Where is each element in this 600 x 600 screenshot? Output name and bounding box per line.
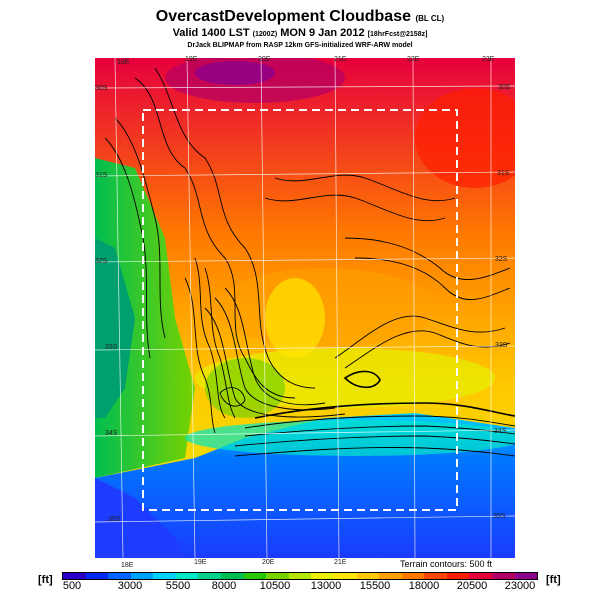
color-scale-swatch: [153, 573, 176, 579]
ocean-west: [95, 238, 135, 418]
lon-label-bottom: 21E: [334, 559, 347, 566]
legend-unit-left: [ft]: [38, 574, 53, 586]
color-scale-swatch: [108, 573, 131, 579]
chart-title: OvercastDevelopment Cloudbase (BL CL): [155, 8, 445, 25]
color-scale-swatch: [469, 573, 492, 579]
scale-tick-label: 10500: [259, 580, 291, 592]
scale-tick-label: 13000: [310, 580, 342, 592]
scale-tick-label: 500: [62, 580, 82, 592]
lon-label-top: 21E: [334, 56, 347, 63]
color-scale-swatch: [514, 573, 538, 579]
scale-tick-label: 15500: [359, 580, 391, 592]
lon-label-top: 20E: [258, 56, 271, 63]
lat-label-right: 31S: [497, 170, 510, 177]
lat-label-right: 34S: [494, 428, 507, 435]
legend-unit-right: [ft]: [546, 574, 561, 586]
color-scale-swatch: [198, 573, 222, 579]
lat-label-left: 33S: [105, 344, 118, 351]
color-scale-swatch: [356, 573, 380, 579]
color-scale-swatch: [130, 573, 154, 579]
color-scale-bar: [62, 572, 538, 580]
scale-tick-label: 18000: [408, 580, 440, 592]
scale-tick-label: 23000: [504, 580, 536, 592]
central-orange-area: [215, 268, 435, 348]
color-scale-swatch: [401, 573, 425, 579]
lon-label-bottom: 20E: [262, 559, 275, 566]
scale-tick-label: 5500: [165, 580, 191, 592]
east-red-cell: [415, 88, 515, 188]
lon-label-top: 23E: [482, 56, 495, 63]
lat-label-right: 33S: [495, 342, 508, 349]
color-scale-swatch: [379, 573, 402, 579]
color-scale-swatch: [266, 573, 289, 579]
lon-label-bottom: 19E: [194, 559, 207, 566]
color-scale-swatch: [288, 573, 312, 579]
cloudbase-map: [95, 58, 515, 558]
lon-label-top: 18E: [117, 59, 130, 66]
lat-label-left: 34S: [105, 430, 118, 437]
valid-time: Valid 1400 LST (1200Z) MON 9 Jan 2012 [1…: [172, 27, 428, 39]
color-scale-swatch: [243, 573, 267, 579]
west-coast-region: [95, 158, 195, 478]
color-scale-swatch: [85, 573, 109, 579]
model-credit: DrJack BLIPMAP from RASP 12km GFS-initia…: [187, 42, 413, 49]
color-scale-swatch: [424, 573, 447, 579]
scale-tick-label: 8000: [211, 580, 237, 592]
scale-tick-label: 20500: [456, 580, 488, 592]
lon-label-bottom: 18E: [121, 562, 134, 569]
north-red-core: [195, 61, 275, 85]
color-scale-swatch: [491, 573, 515, 579]
lon-label-top: 22E: [407, 56, 420, 63]
color-scale-swatch: [221, 573, 244, 579]
terrain-contours: [104, 67, 515, 457]
scale-tick-label: 3000: [117, 580, 143, 592]
ocean-southwest: [95, 478, 185, 558]
lat-lon-grid: [95, 58, 515, 558]
lat-label-left: 31S: [95, 172, 108, 179]
model-domain-boundary: [142, 109, 458, 511]
color-scale-swatch: [333, 573, 357, 579]
lat-label-right: 30S: [498, 84, 511, 91]
color-scale-ticks: 500 3000 5500 8000 10500 13000 15500 180…: [62, 580, 536, 594]
lon-label-top: 19E: [185, 56, 198, 63]
color-scale-swatch: [175, 573, 199, 579]
lat-label-left: 32S: [95, 258, 108, 265]
lat-label-left: 35S: [108, 516, 121, 523]
lat-label-right: 35S: [493, 513, 506, 520]
color-scale-swatch: [63, 573, 86, 579]
trough-yellow-cell: [265, 278, 325, 358]
color-scale-swatch: [311, 573, 334, 579]
lat-label-left: 30S: [95, 85, 108, 92]
terrain-contour-note: Terrain contours: 500 ft: [400, 559, 493, 569]
color-scale-swatch: [446, 573, 470, 579]
lat-label-right: 32S: [495, 256, 508, 263]
